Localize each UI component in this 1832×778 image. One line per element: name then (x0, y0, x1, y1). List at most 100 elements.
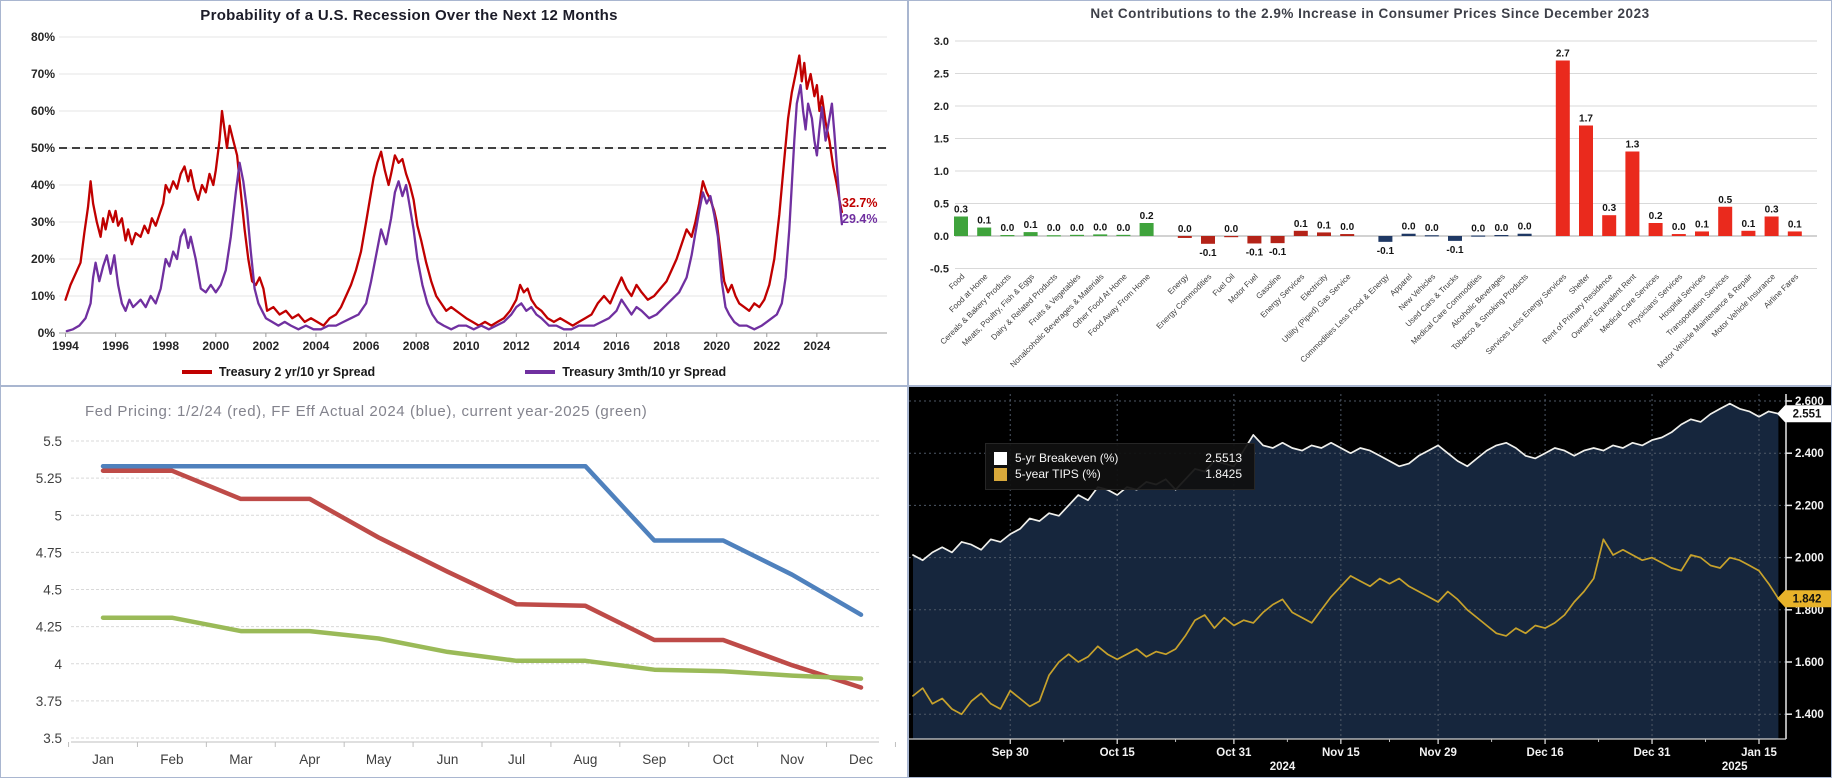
svg-text:1.3: 1.3 (1625, 140, 1639, 151)
svg-text:1.800: 1.800 (1795, 605, 1824, 617)
svg-text:50%: 50% (31, 141, 55, 155)
2yr10yr-legend-label: Treasury 2 yr/10 yr Spread (218, 365, 376, 379)
svg-text:-0.1: -0.1 (1269, 247, 1287, 258)
svg-text:2.000: 2.000 (1795, 553, 1824, 565)
svg-text:Jan 15: Jan 15 (1741, 747, 1777, 759)
svg-text:2.0: 2.0 (934, 101, 949, 113)
svg-text:2010: 2010 (453, 339, 480, 353)
svg-text:Aug: Aug (573, 752, 597, 767)
svg-text:0.2: 0.2 (1140, 211, 1154, 222)
svg-text:May: May (366, 752, 392, 767)
svg-text:20%: 20% (31, 252, 55, 266)
svg-text:5.25: 5.25 (36, 471, 62, 486)
fed-pricing-title: Fed Pricing: 1/2/24 (red), FF Eff Actual… (85, 403, 648, 420)
svg-text:2025: 2025 (1722, 761, 1748, 773)
svg-text:2.551: 2.551 (1793, 409, 1822, 421)
svg-text:0.3: 0.3 (1765, 205, 1779, 216)
svg-text:3.5: 3.5 (43, 731, 62, 746)
3mth10yr-legend-label: Treasury 3mth/10 yr Spread (562, 365, 727, 379)
svg-text:2008: 2008 (403, 339, 430, 353)
svg-text:0.2: 0.2 (1649, 211, 1663, 222)
svg-text:1.400: 1.400 (1795, 709, 1824, 721)
svg-text:3.0: 3.0 (934, 36, 949, 48)
svg-text:80%: 80% (31, 30, 55, 44)
svg-text:0.0: 0.0 (1178, 224, 1192, 235)
svg-text:Feb: Feb (160, 752, 183, 767)
svg-text:2024: 2024 (804, 339, 831, 353)
legend-item-3mth10yr: Treasury 3mth/10 yr Spread (525, 365, 726, 379)
svg-text:0.0: 0.0 (1402, 222, 1416, 233)
svg-text:0.0: 0.0 (1425, 223, 1439, 234)
svg-text:40%: 40% (31, 178, 55, 192)
svg-text:2014: 2014 (553, 339, 580, 353)
svg-text:2000: 2000 (202, 339, 229, 353)
svg-text:0.5: 0.5 (1718, 195, 1732, 206)
panel-fed-pricing: Fed Pricing: 1/2/24 (red), FF Eff Actual… (1, 387, 907, 777)
svg-text:0.5: 0.5 (934, 199, 949, 211)
svg-text:1998: 1998 (152, 339, 179, 353)
svg-text:2.400: 2.400 (1795, 448, 1824, 460)
svg-text:Nov 15: Nov 15 (1322, 747, 1360, 759)
svg-text:1996: 1996 (102, 339, 129, 353)
breakeven-swatch (994, 451, 1007, 465)
panel-cpi-contributions: Net Contributions to the 2.9% Increase i… (909, 1, 1831, 385)
3mth10yr-line-swatch (525, 370, 556, 374)
svg-text:60%: 60% (31, 104, 55, 118)
svg-text:1.600: 1.600 (1795, 657, 1824, 669)
cpi-contributions-chart: 3.02.52.01.51.00.50.0-0.50.3Food0.1Food … (930, 36, 1817, 370)
2yr10yr-line-swatch (181, 370, 212, 374)
tips-legend-label: 5-year TIPS (%) (1015, 467, 1101, 481)
recession-chart: 80% 70% 60% 50% 40% 30% 20% 10% 0%1994 1996 1998 20… (31, 30, 887, 353)
svg-text:2006: 2006 (353, 339, 380, 353)
legend-item-2yr10yr: Treasury 2 yr/10 yr Spread (181, 365, 376, 379)
svg-text:0.0: 0.0 (1116, 223, 1130, 234)
breakeven-legend-value: 2.5513 (1205, 451, 1242, 465)
svg-text:1.842: 1.842 (1793, 594, 1822, 606)
svg-text:0.3: 0.3 (954, 205, 968, 216)
panel-recession-probability: Probability of a U.S. Recession Over the… (1, 1, 907, 385)
svg-text:Oct: Oct (713, 752, 734, 767)
svg-text:Apr: Apr (299, 752, 321, 767)
svg-text:0.0: 0.0 (1093, 222, 1107, 233)
svg-text:-0.1: -0.1 (1199, 248, 1217, 259)
recession-chart-title: Probability of a U.S. Recession Over the… (200, 7, 618, 24)
svg-text:Sep 30: Sep 30 (992, 747, 1029, 759)
svg-text:0.0: 0.0 (1672, 222, 1686, 233)
svg-text:2022: 2022 (753, 339, 780, 353)
svg-text:2.200: 2.200 (1795, 500, 1824, 512)
bbg-legend: 5-yr Breakeven (%) 2.5513 5-year TIPS (%… (985, 443, 1255, 490)
svg-text:0.1: 0.1 (1294, 219, 1308, 230)
tips-swatch (994, 467, 1007, 481)
panel-breakeven-tips: 2.600 2.400 2.200 2.000 1.800 1.600 1.400 Sep 3… (909, 387, 1831, 777)
svg-text:5: 5 (54, 508, 62, 523)
svg-text:2.7: 2.7 (1556, 49, 1570, 60)
svg-text:Dec: Dec (849, 752, 873, 767)
svg-text:0.0: 0.0 (1471, 223, 1485, 234)
svg-text:Jul: Jul (508, 752, 525, 767)
svg-text:Sep: Sep (642, 752, 666, 767)
svg-text:Jan: Jan (92, 752, 114, 767)
legend-item-tips: 5-year TIPS (%) 1.8425 (994, 467, 1242, 481)
svg-text:1.7: 1.7 (1579, 114, 1593, 125)
svg-text:0.0: 0.0 (1224, 224, 1238, 235)
svg-text:2.5: 2.5 (934, 69, 949, 81)
svg-text:4: 4 (54, 657, 62, 672)
svg-text:2018: 2018 (653, 339, 680, 353)
svg-text:-0.1: -0.1 (1446, 245, 1464, 256)
svg-text:Oct 31: Oct 31 (1216, 747, 1252, 759)
svg-text:70%: 70% (31, 67, 55, 81)
svg-text:0.1: 0.1 (977, 216, 991, 227)
svg-text:Dec 31: Dec 31 (1633, 747, 1671, 759)
svg-text:-0.1: -0.1 (1377, 246, 1395, 257)
svg-text:1994: 1994 (52, 339, 79, 353)
svg-text:2004: 2004 (303, 339, 330, 353)
breakeven-legend-label: 5-yr Breakeven (%) (1015, 451, 1119, 465)
breakeven-tips-chart: 2.600 2.400 2.200 2.000 1.800 1.600 1.400 Sep 3… (909, 387, 1831, 777)
svg-text:4.75: 4.75 (36, 545, 62, 560)
svg-text:0%: 0% (38, 326, 56, 340)
legend-item-breakeven: 5-yr Breakeven (%) 2.5513 (994, 451, 1242, 465)
tips-legend-value: 1.8425 (1205, 467, 1242, 481)
recession-end-label-3mth: 29.4% (842, 212, 878, 226)
svg-text:2024: 2024 (1270, 761, 1296, 773)
